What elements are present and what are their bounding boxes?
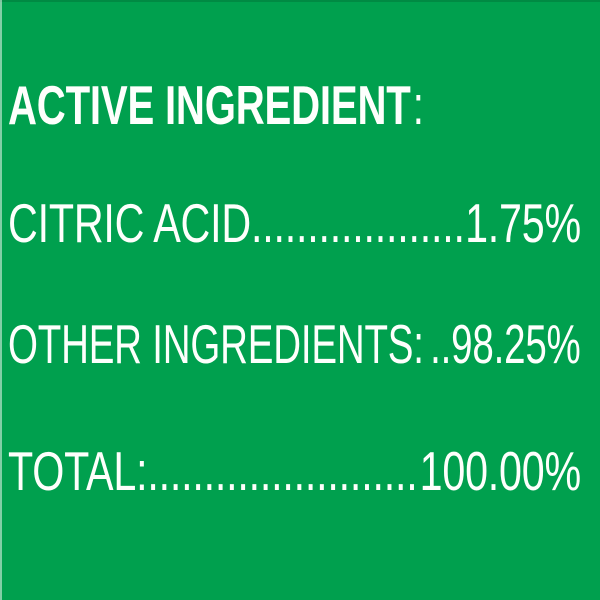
- top-edge-line: [0, 0, 600, 2]
- leader-dots: ......................: [250, 196, 465, 251]
- ingredient-value: 1.75%: [465, 192, 581, 254]
- ingredient-row-citric-acid: CITRIC ACID ...................... 1.75%: [8, 196, 581, 251]
- ingredient-row-other-ingredients: OTHER INGREDIENTS: .. 98.25%: [8, 317, 581, 372]
- leader-dots: .............................: [147, 444, 419, 499]
- left-edge-line: [0, 0, 2, 600]
- ingredient-label: TOTAL:: [8, 440, 148, 502]
- ingredient-value: 98.25%: [451, 313, 581, 375]
- ingredient-label: CITRIC ACID: [8, 192, 251, 254]
- heading-colon: :: [412, 74, 424, 136]
- ingredient-label: OTHER INGREDIENTS:: [8, 313, 424, 375]
- ingredient-row-total: TOTAL: ............................. 100…: [8, 444, 581, 499]
- ingredient-value: 100.00%: [419, 440, 582, 502]
- heading-text: ACTIVE INGREDIENT: [8, 74, 411, 136]
- active-ingredient-heading: ACTIVE INGREDIENT:: [8, 78, 424, 133]
- leader-dots: ..: [430, 317, 452, 372]
